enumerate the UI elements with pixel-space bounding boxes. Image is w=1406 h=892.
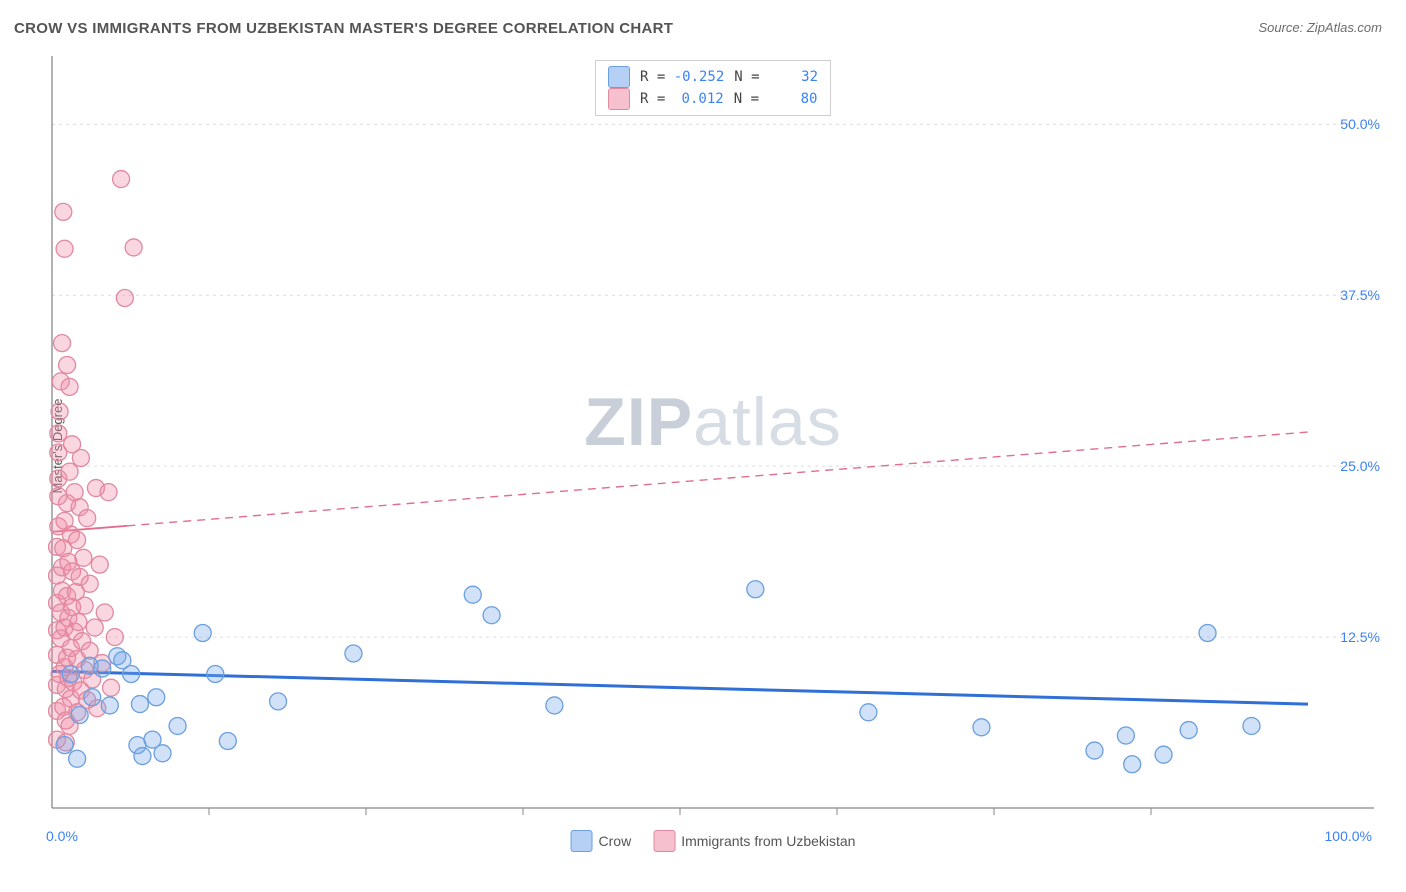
stats-legend: R = -0.252 N = 32 R = 0.012 N = 80: [595, 60, 831, 116]
x-tick-label: 0.0%: [46, 828, 78, 844]
stat-n: N = 80: [734, 89, 818, 110]
series-legend: Crow Immigrants from Uzbekistan: [571, 830, 856, 852]
series-legend-label: Crow: [599, 833, 632, 849]
y-tick-label: 37.5%: [1340, 287, 1380, 303]
plot-area: ZIPatlas R = -0.252N = 32R = 0.012N = 80…: [48, 52, 1378, 822]
series-legend-label: Immigrants from Uzbekistan: [681, 833, 855, 849]
chart-title: CROW VS IMMIGRANTS FROM UZBEKISTAN MASTE…: [14, 20, 673, 37]
chart-container: CROW VS IMMIGRANTS FROM UZBEKISTAN MASTE…: [0, 0, 1406, 892]
scatter-plot-svg: [48, 52, 1378, 822]
source-label: Source:: [1258, 20, 1306, 35]
legend-swatch: [608, 88, 630, 110]
legend-swatch: [608, 66, 630, 88]
series-legend-item: Crow: [571, 830, 632, 852]
y-tick-label: 12.5%: [1340, 629, 1380, 645]
source-name: ZipAtlas.com: [1307, 20, 1382, 35]
y-tick-label: 25.0%: [1340, 458, 1380, 474]
legend-swatch: [653, 830, 675, 852]
x-tick-label: 100.0%: [1325, 828, 1372, 844]
legend-swatch: [571, 830, 593, 852]
stats-legend-row: R = 0.012 N = 80: [608, 88, 818, 110]
source-credit: Source: ZipAtlas.com: [1258, 20, 1382, 35]
series-legend-item: Immigrants from Uzbekistan: [653, 830, 855, 852]
stats-legend-row: R = -0.252 N = 32: [608, 66, 818, 88]
stat-r: R = -0.252: [640, 67, 724, 88]
stat-n: N = 32: [734, 67, 818, 88]
stat-r: R = 0.012: [640, 89, 724, 110]
y-tick-label: 50.0%: [1340, 116, 1380, 132]
